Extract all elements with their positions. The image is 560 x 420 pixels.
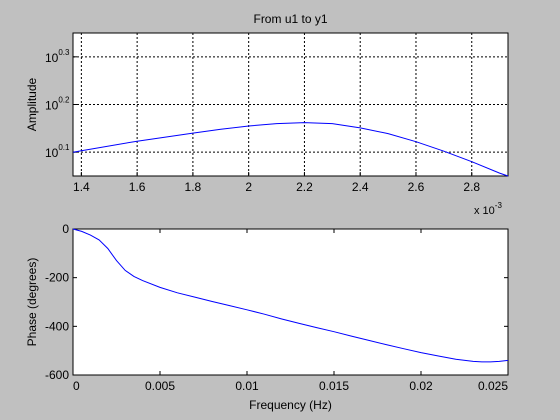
- amplitude-x-ticks: 1.4 1.6 1.8 2 2.2 2.4 2.6 2.8: [73, 172, 480, 194]
- phase-y-tick-label: -400: [45, 319, 69, 333]
- amplitude-series-line: [72, 122, 509, 177]
- phase-x-tick-label: 0.02: [409, 379, 433, 393]
- phase-x-tick-label: 0.005: [145, 379, 175, 393]
- phase-y-tick-label: -600: [45, 368, 69, 382]
- amplitude-x-tick-label: 2.8: [463, 180, 480, 194]
- amplitude-y-tick-label: 100.2: [45, 96, 70, 113]
- phase-x-tick-label: 0.015: [319, 379, 349, 393]
- phase-x-ticks: 0 0.005 0.01 0.015 0.02 0.025: [72, 229, 509, 393]
- phase-y-axis-label: Phase (degrees): [25, 258, 39, 347]
- x-multiplier-label: x 10-3: [474, 201, 502, 217]
- amplitude-y-tick-label: 100.3: [45, 48, 70, 65]
- phase-y-tick-label: -200: [45, 271, 69, 285]
- phase-x-tick-label: 0.01: [235, 379, 259, 393]
- phase-x-tick-label: 0.025: [478, 379, 508, 393]
- amplitude-x-tick-label: 2.2: [296, 180, 313, 194]
- phase-series-line: [72, 228, 509, 363]
- amplitude-y-axis-label: Amplitude: [25, 78, 39, 132]
- frequency-x-axis-label: Frequency (Hz): [249, 398, 332, 412]
- amplitude-x-tick-label: 1.6: [129, 180, 146, 194]
- phase-axes: 0 0.005 0.01 0.015 0.02 0.025 -600 -400 -200 0 P…: [25, 222, 509, 412]
- chart-title: From u1 to y1: [253, 12, 327, 26]
- x-multiplier-exponent: -3: [495, 201, 503, 210]
- amplitude-axes: 1.4 1.6 1.8 2 2.2 2.4 2.6 2.8 100.1 100.2 100.3 F…: [25, 12, 509, 217]
- x-multiplier-base: x 10: [474, 205, 495, 217]
- phase-y-ticks: -600 -400 -200 0: [45, 222, 508, 382]
- amplitude-x-tick-label: 1.4: [73, 180, 90, 194]
- amplitude-grid: [73, 33, 508, 176]
- amplitude-x-tick-label: 2.4: [352, 180, 369, 194]
- amplitude-x-tick-label: 2: [245, 180, 252, 194]
- phase-plot-area: [72, 228, 509, 376]
- amplitude-y-ticks: 100.1 100.2 100.3: [45, 48, 77, 160]
- amplitude-y-tick-label: 100.1: [45, 143, 70, 160]
- phase-y-tick-label: 0: [62, 222, 69, 236]
- amplitude-x-tick-label: 1.8: [185, 180, 202, 194]
- phase-x-tick-label: 0: [73, 379, 80, 393]
- amplitude-x-tick-label: 2.6: [408, 180, 425, 194]
